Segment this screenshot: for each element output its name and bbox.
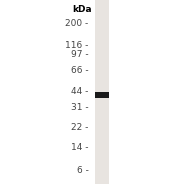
Text: 22 -: 22 - bbox=[71, 123, 88, 132]
Text: 200 -: 200 - bbox=[65, 20, 88, 28]
Text: 116 -: 116 - bbox=[65, 41, 88, 49]
Text: 14 -: 14 - bbox=[71, 143, 88, 152]
Text: 44 -: 44 - bbox=[71, 87, 88, 95]
Text: 6 -: 6 - bbox=[77, 166, 88, 175]
Text: kDa: kDa bbox=[72, 5, 92, 14]
Bar bbox=[95, 92, 109, 98]
Text: 97 -: 97 - bbox=[71, 50, 88, 59]
Text: 31 -: 31 - bbox=[71, 103, 88, 112]
Bar bbox=[95, 0, 109, 184]
Text: 66 -: 66 - bbox=[71, 66, 88, 75]
